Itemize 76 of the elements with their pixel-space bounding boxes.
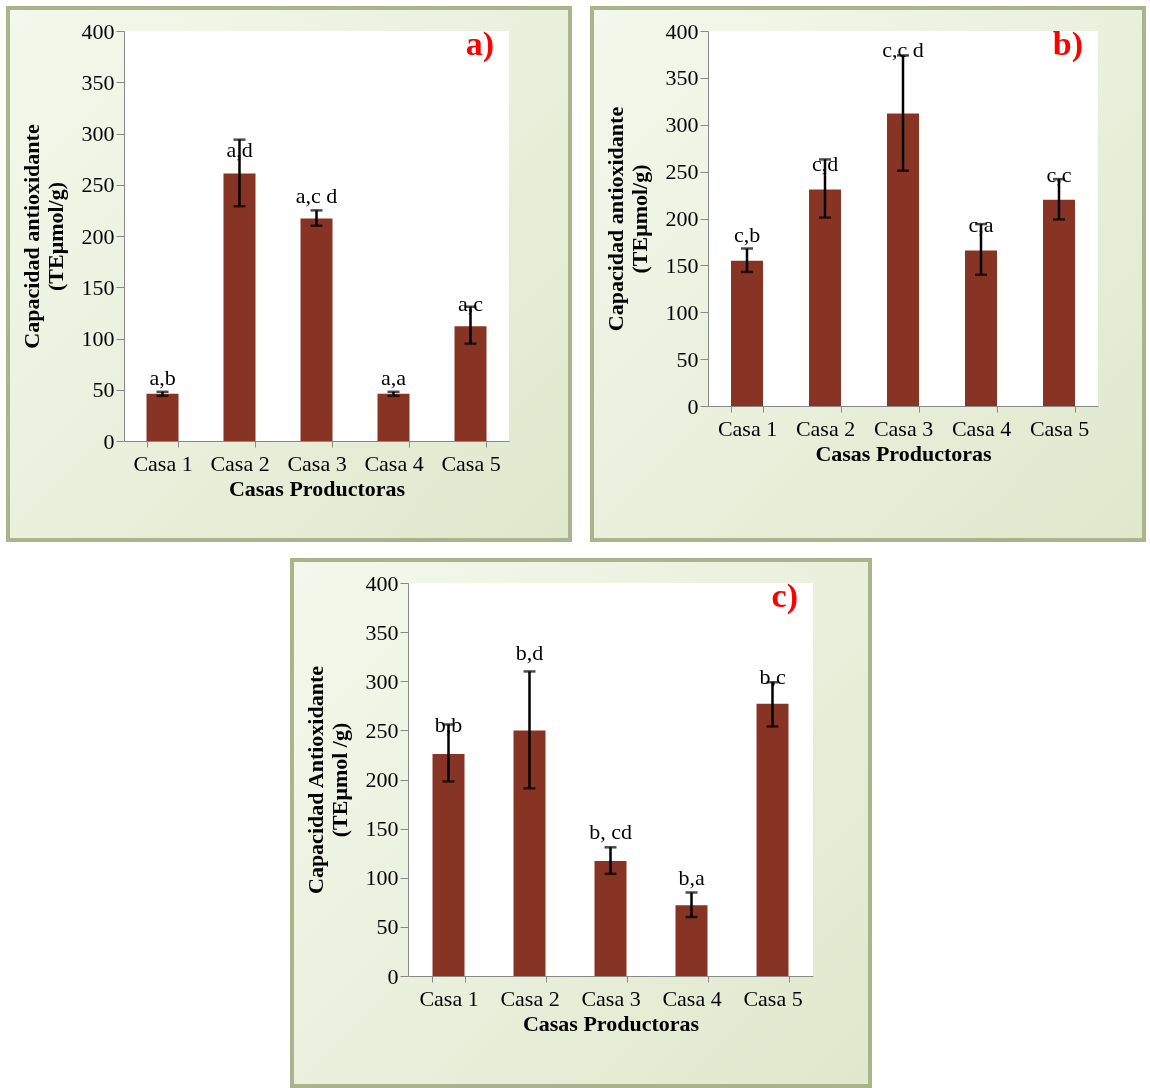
x-tick-label: Casa 1	[419, 985, 479, 1011]
y-tick-label: 0	[687, 393, 699, 419]
x-tick-label: Casa 2	[210, 450, 270, 476]
y-tick-label: 300	[81, 121, 115, 146]
bar	[223, 173, 256, 441]
y-tick-label: 50	[676, 346, 699, 372]
bar	[513, 730, 546, 976]
bar	[454, 326, 487, 441]
bar	[594, 861, 627, 976]
y-tick-label: 200	[665, 206, 699, 231]
annotation: a,a	[380, 364, 407, 390]
bar	[809, 189, 841, 406]
annotation: b,d	[515, 639, 544, 665]
x-tick-label: Casa 3	[581, 985, 641, 1011]
annotation: b, cd	[589, 819, 632, 845]
annotation: c,c d	[882, 36, 924, 62]
bar	[965, 250, 997, 406]
bar	[432, 753, 465, 976]
x-tick-label: Casa 4	[662, 985, 722, 1011]
y-tick-label: 400	[81, 18, 115, 44]
bar	[675, 905, 708, 976]
y-tick-label: 250	[665, 159, 699, 185]
y-axis-title: Capacidad antioxidante (TEμmol/g)	[602, 106, 652, 332]
x-tick-label: Casa 2	[795, 415, 856, 441]
y-tick-label: 400	[665, 18, 699, 44]
annotation: b,c	[759, 664, 786, 690]
y-tick-label: 100	[365, 865, 399, 891]
chart-title: c)	[771, 577, 798, 615]
y-tick-label: 200	[81, 223, 115, 249]
x-tick-label: Casa 2	[500, 985, 560, 1011]
annotation: b,b	[434, 712, 463, 738]
x-tick-label: Casa 1	[717, 415, 778, 441]
x-tick-label: Casa 5	[743, 985, 803, 1011]
y-tick-label: 350	[81, 69, 115, 95]
y-tick-label: 50	[376, 914, 399, 940]
x-tick-label: Casa 5	[1029, 415, 1090, 441]
x-tick-label: Casa 4	[364, 450, 424, 476]
bar	[377, 393, 410, 441]
y-tick-label: 50	[92, 377, 115, 403]
x-axis-title: Casas Productoras	[815, 440, 993, 466]
x-tick-label: Casa 1	[133, 450, 193, 476]
annotation: a,b	[149, 364, 176, 390]
bar	[146, 393, 179, 441]
y-tick-label: 150	[665, 252, 699, 278]
y-tick-label: 300	[665, 112, 699, 138]
bar	[887, 113, 919, 406]
y-tick-label: 350	[365, 619, 399, 645]
annotation: a,c d	[295, 183, 338, 209]
y-tick-label: 350	[665, 65, 699, 91]
x-axis-title: Casas Productoras	[522, 1010, 700, 1036]
y-tick-label: 250	[81, 172, 115, 198]
y-tick-label: 100	[81, 326, 115, 351]
y-tick-label: 150	[81, 274, 115, 300]
y-tick-label: 400	[365, 570, 399, 596]
bar	[756, 703, 789, 976]
y-tick-label: 150	[365, 816, 399, 842]
y-axis-title: Capacidad antioxidante (TEμmol/g)	[18, 124, 68, 349]
x-tick-label: Casa 3	[873, 415, 934, 441]
y-tick-label: 250	[365, 717, 399, 743]
x-tick-label: Casa 3	[287, 450, 347, 476]
annotation: c,b	[733, 221, 761, 247]
y-axis-title: Capacidad Antioxidante (TEμmol /g)	[302, 665, 352, 894]
y-tick-label: 0	[103, 428, 115, 454]
chart-title: a)	[465, 25, 494, 63]
bar	[731, 260, 763, 406]
y-tick-label: 300	[365, 668, 399, 694]
y-tick-label: 100	[665, 299, 699, 325]
annotation: b,a	[678, 864, 705, 890]
x-axis-title: Casas Productoras	[228, 475, 406, 501]
bar	[300, 218, 333, 441]
y-tick-label: 0	[387, 963, 399, 989]
x-tick-label: Casa 4	[951, 415, 1012, 441]
y-tick-label: 200	[365, 767, 399, 792]
x-tick-label: Casa 5	[441, 450, 501, 476]
bar	[1043, 199, 1075, 406]
chart-title: b)	[1052, 25, 1083, 63]
